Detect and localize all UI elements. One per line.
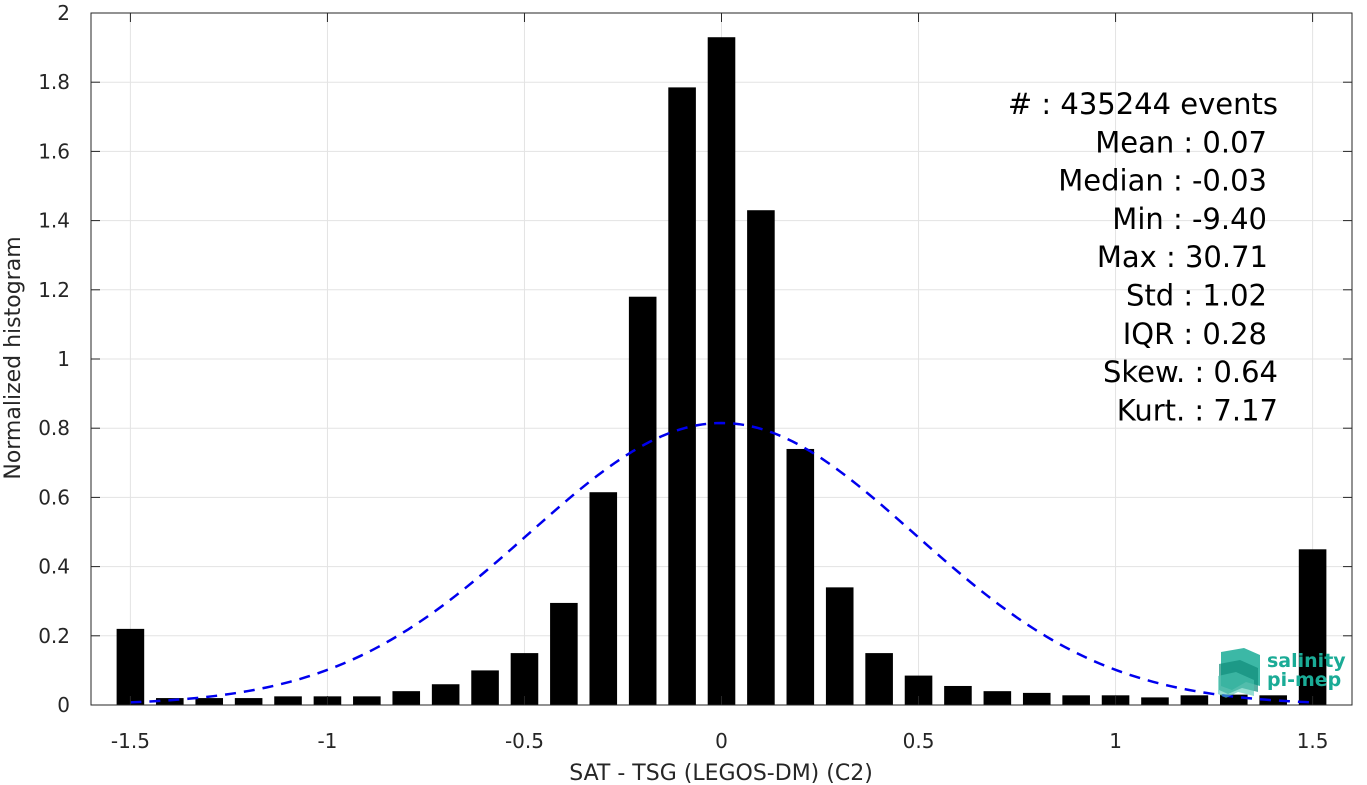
logo-text-salinity: salinity — [1267, 650, 1346, 672]
x-tick-label: 0 — [715, 729, 728, 753]
y-axis-title: Normalized histogram — [1, 236, 26, 479]
y-tick-label: 1.4 — [38, 209, 70, 233]
bars — [116, 37, 1327, 706]
bar — [550, 602, 578, 705]
bar — [747, 210, 775, 705]
y-tick-labels: 0 0.2 0.4 0.6 0.8 1 1.2 1.4 1.6 1.8 2 — [38, 1, 70, 717]
y-tick-label: 0.4 — [38, 555, 70, 579]
axis-ticks — [91, 12, 1352, 706]
bar — [707, 37, 736, 706]
stat-line: Skew. : 0.64 — [1103, 355, 1278, 389]
bar — [668, 87, 696, 705]
stat-line: # : 435244 events — [1008, 87, 1278, 121]
bar — [116, 628, 145, 705]
bar — [865, 653, 893, 705]
bar — [1298, 549, 1327, 705]
bar — [628, 296, 657, 705]
bar — [353, 696, 381, 705]
bar — [1180, 695, 1209, 705]
bar — [1022, 692, 1051, 705]
salinity-pi-mep-logo: salinity pi-mep — [1218, 648, 1346, 698]
y-tick-label: 1.8 — [38, 70, 70, 94]
bar — [825, 587, 854, 705]
bar — [392, 691, 421, 705]
logo-text-pi-mep: pi-mep — [1267, 669, 1341, 691]
stat-line: Mean : 0.07 — [1095, 125, 1267, 159]
x-axis-title: SAT - TSG (LEGOS-DM) (C2) — [569, 761, 873, 785]
y-tick-label: 0.2 — [38, 624, 70, 648]
bar — [1141, 697, 1169, 705]
bar — [471, 670, 499, 705]
stat-line: Min : -9.40 — [1112, 202, 1267, 236]
logo-waves-icon — [1218, 648, 1260, 698]
bar — [1219, 694, 1248, 705]
y-tick-label: 0.8 — [38, 416, 70, 440]
stat-line: Std : 1.02 — [1126, 279, 1267, 313]
bar — [195, 698, 224, 705]
x-tick-label: 0.5 — [903, 729, 935, 753]
stat-line: Kurt. : 7.17 — [1117, 393, 1278, 427]
x-tick-labels: -1.5 -1 -0.5 0 0.5 1 1.5 — [111, 729, 1329, 753]
gaussian-fit-curve — [130, 421, 1313, 704]
bar — [983, 691, 1012, 705]
stat-line: IQR : 0.28 — [1123, 317, 1267, 351]
statistics-annotation: # : 435244 events Mean : 0.07 Median : -0.… — [1008, 87, 1278, 427]
bar — [431, 684, 460, 705]
x-tick-label: -1 — [317, 729, 337, 753]
bar — [234, 698, 263, 705]
y-tick-label: 2 — [57, 1, 70, 25]
bar — [156, 698, 184, 705]
bar — [1062, 695, 1090, 705]
stat-line: Max : 30.71 — [1097, 240, 1268, 274]
bar — [589, 492, 618, 705]
y-tick-label: 1 — [57, 347, 70, 371]
bar — [944, 685, 972, 705]
x-tick-label: 1 — [1109, 729, 1122, 753]
bar — [786, 448, 815, 705]
stat-line: Median : -0.03 — [1058, 164, 1267, 198]
y-tick-label: 0 — [57, 693, 70, 717]
y-tick-label: 1.6 — [38, 139, 70, 163]
bar — [1259, 695, 1287, 705]
x-tick-label: 1.5 — [1297, 729, 1329, 753]
x-tick-label: -0.5 — [505, 729, 544, 753]
bar — [274, 696, 302, 705]
y-tick-label: 1.2 — [38, 278, 70, 302]
x-tick-label: -1.5 — [111, 729, 150, 753]
y-tick-label: 0.6 — [38, 485, 70, 509]
